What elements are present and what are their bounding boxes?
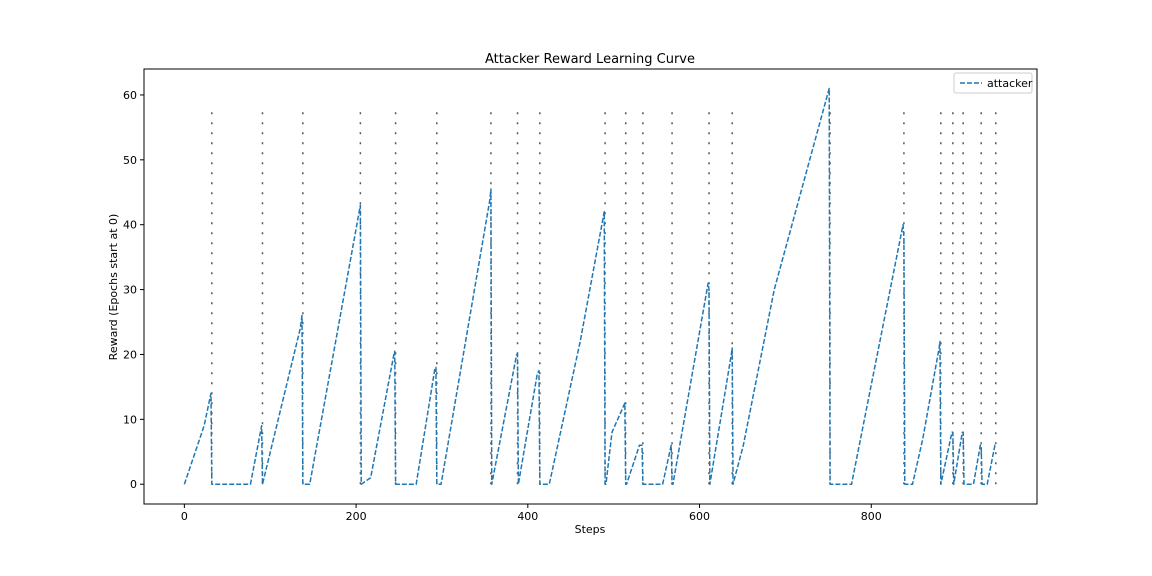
y-tick-label-10: 10: [123, 413, 137, 426]
x-axis-label: Steps: [575, 523, 606, 536]
y-tick-label-20: 20: [123, 348, 137, 361]
x-tick-label-0: 0: [181, 510, 188, 523]
legend-label-attacker: attacker: [987, 77, 1033, 90]
y-tick-label-50: 50: [123, 154, 137, 167]
series-layer: [183, 87, 996, 485]
plot-frame: [143, 68, 1038, 505]
legend-box: [953, 72, 1033, 94]
y-tick-label-40: 40: [123, 219, 137, 232]
y-tick-label-0: 0: [130, 478, 137, 491]
y-axis-label: Reward (Epochs start at 0): [107, 214, 120, 361]
y-tick-label-30: 30: [123, 284, 137, 297]
y-tick-label-60: 60: [123, 89, 137, 102]
legend: attacker: [953, 72, 1033, 94]
y-axis: 0 10 20 30 40 50 60: [123, 89, 144, 491]
x-tick-label-200: 200: [346, 510, 367, 523]
x-tick-label-600: 600: [689, 510, 710, 523]
series-line-attacker: [183, 87, 996, 485]
x-axis: 0 200 400 600 800: [181, 504, 882, 523]
x-tick-label-800: 800: [861, 510, 882, 523]
chart-title: Attacker Reward Learning Curve: [485, 52, 695, 67]
x-tick-label-400: 400: [517, 510, 538, 523]
